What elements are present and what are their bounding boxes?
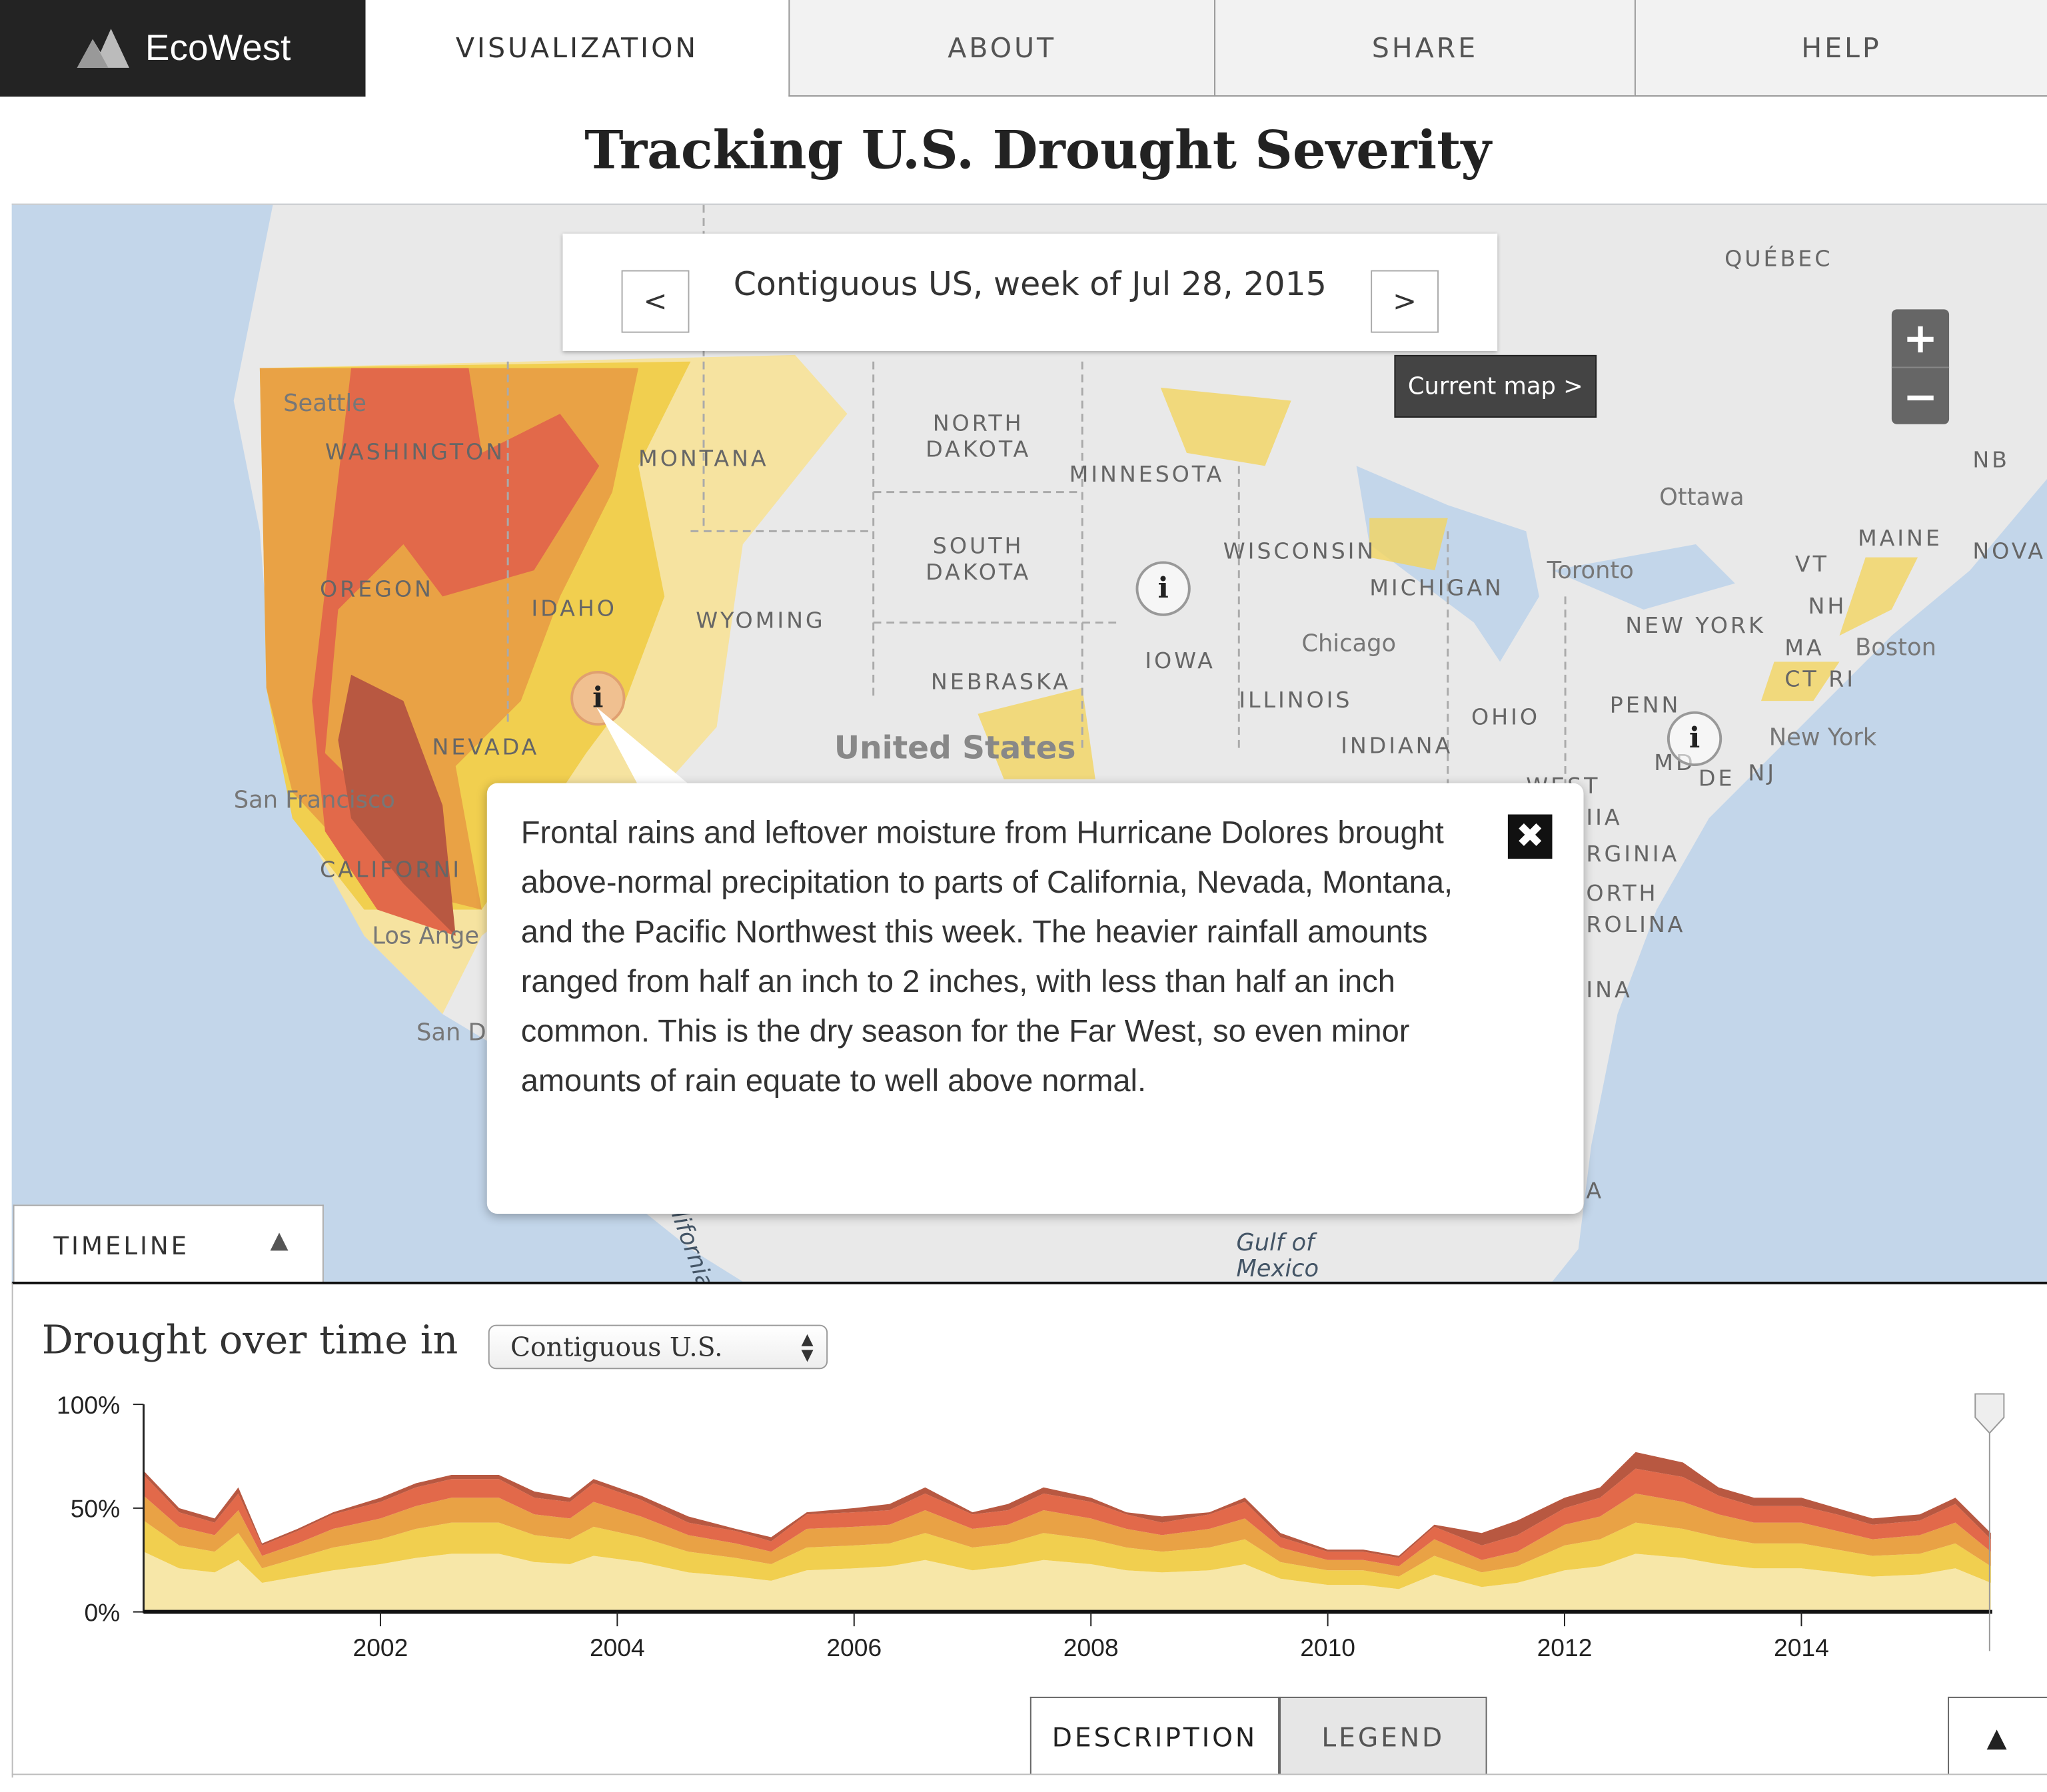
date-navigator: < Contiguous US, week of Jul 28, 2015 >	[562, 233, 1498, 352]
map-label: Gulf of Mexico	[1236, 1229, 1319, 1282]
map-label: Ottawa	[1659, 484, 1744, 512]
great-lakes	[1356, 466, 1735, 662]
map-label: SOUTH DAKOTA	[926, 534, 1031, 586]
map-label: MONTANA	[638, 446, 769, 473]
map-label: INDIANA	[1341, 733, 1453, 760]
current-map-button[interactable]: Current map >	[1394, 354, 1597, 418]
info-icon[interactable]: i	[1667, 711, 1722, 767]
tab-label: DESCRIPTION	[1051, 1721, 1258, 1753]
region-select[interactable]: Contiguous U.S. ▲ ▼	[488, 1324, 828, 1370]
map-label: MINNESOTA	[1069, 462, 1225, 488]
map-label: OHIO	[1471, 704, 1540, 731]
map-label: NOVA	[1972, 539, 2046, 566]
map-label: NJ	[1748, 761, 1776, 787]
map-label: New York	[1768, 724, 1877, 752]
map-label: MICHIGAN	[1369, 576, 1504, 602]
map-label: CALIFORNI	[320, 857, 462, 884]
top-nav: EcoWest VISUALIZATION ABOUT SHARE HELP	[0, 0, 2047, 98]
drought-map[interactable]: WASHINGTON Seattle OREGON IDAHO MONTANA …	[11, 203, 2047, 1282]
region-select-value: Contiguous U.S.	[510, 1331, 723, 1363]
expand-panel-button[interactable]: ▲	[1948, 1696, 2047, 1775]
tab-label: ABOUT	[948, 32, 1057, 64]
timeline-tab[interactable]: TIMELINE ▲	[13, 1204, 324, 1283]
map-label: NORTH DAKOTA	[926, 411, 1031, 464]
map-label: NH	[1808, 594, 1847, 620]
description-tab[interactable]: DESCRIPTION	[1029, 1696, 1280, 1775]
info-popup: Frontal rains and leftover moisture from…	[486, 783, 1584, 1214]
select-arrows-icon: ▲ ▼	[801, 1330, 814, 1364]
timeline-tab-label: TIMELINE	[53, 1232, 190, 1261]
map-label: OREGON	[320, 576, 434, 604]
map-label: San Francisco	[233, 787, 395, 815]
map-label: United States	[834, 729, 1076, 767]
panel-footer	[11, 1773, 2047, 1792]
map-label: Boston	[1855, 634, 1936, 662]
time-slider-handle[interactable]	[1974, 1393, 2005, 1434]
mountain-icon	[77, 29, 130, 68]
legend-tab[interactable]: LEGEND	[1279, 1696, 1487, 1775]
page-title: Tracking U.S. Drought Severity	[584, 120, 1491, 182]
prev-week-button[interactable]: <	[621, 270, 690, 333]
popup-text: Frontal rains and leftover moisture from…	[520, 815, 1453, 1099]
map-label: ILLINOIS	[1239, 687, 1353, 714]
map-label: ORTH ROLINA	[1586, 881, 1686, 939]
zoom-control: + −	[1891, 309, 1950, 424]
info-icon-active[interactable]: i	[570, 671, 626, 726]
info-icon[interactable]: i	[1135, 561, 1191, 616]
drought-d3	[312, 368, 600, 936]
popup-pointer	[596, 707, 691, 786]
map-label: WISCONSIN	[1223, 539, 1377, 566]
map-label: DE	[1698, 766, 1735, 793]
map-label: IDAHO	[531, 596, 617, 623]
map-label: QUÉBEC	[1724, 246, 1833, 273]
map-label: Chicago	[1301, 630, 1397, 658]
tab-label: LEGEND	[1321, 1721, 1445, 1753]
map-label: IOWA	[1145, 648, 1215, 675]
map-label: NEW YORK	[1625, 613, 1766, 640]
close-icon[interactable]: ✖	[1507, 814, 1553, 859]
timeline-title: Drought over time in	[41, 1318, 458, 1364]
tab-about[interactable]: ABOUT	[788, 0, 1215, 97]
next-week-button[interactable]: >	[1371, 270, 1439, 333]
map-label: VT	[1794, 552, 1829, 578]
collapse-up-icon[interactable]: ▲	[270, 1226, 289, 1254]
map-label: NEBRASKA	[930, 670, 1071, 696]
map-label: San D	[416, 1019, 486, 1047]
map-label: NB	[1972, 448, 2010, 474]
map-label: NEVADA	[432, 735, 540, 761]
tab-label: VISUALIZATION	[455, 32, 699, 65]
tab-share[interactable]: SHARE	[1214, 0, 1635, 97]
drought-d4	[338, 674, 456, 936]
map-label: A	[1586, 1178, 1605, 1205]
map-label: Seattle	[283, 390, 367, 418]
map-label: PENN	[1609, 693, 1681, 719]
map-label: IIA RGINIA	[1586, 805, 1680, 868]
timeline-panel: Drought over time in Contiguous U.S. ▲ ▼	[11, 1281, 2047, 1778]
zoom-in-button[interactable]: +	[1891, 309, 1950, 368]
ecowest-logo[interactable]: EcoWest	[0, 0, 366, 97]
expand-up-icon: ▲	[1986, 1721, 2010, 1753]
tab-visualization[interactable]: VISUALIZATION	[365, 0, 789, 97]
drought-east	[978, 387, 1918, 779]
map-label: WASHINGTON	[325, 440, 505, 466]
tab-label: HELP	[1801, 32, 1882, 64]
logo-text: EcoWest	[145, 27, 291, 68]
map-label: INA	[1586, 977, 1633, 1004]
map-label: MAINE	[1857, 526, 1942, 552]
map-label: MA	[1784, 636, 1824, 662]
map-label: WYOMING	[696, 608, 826, 635]
tab-help[interactable]: HELP	[1634, 0, 2047, 97]
map-label: Toronto	[1547, 557, 1634, 585]
date-label: Contiguous US, week of Jul 28, 2015	[733, 264, 1327, 303]
tab-label: SHARE	[1371, 32, 1479, 64]
zoom-out-button[interactable]: −	[1902, 372, 1938, 422]
map-label: CT RI	[1784, 667, 1856, 693]
map-label: Los Ange	[372, 923, 480, 951]
